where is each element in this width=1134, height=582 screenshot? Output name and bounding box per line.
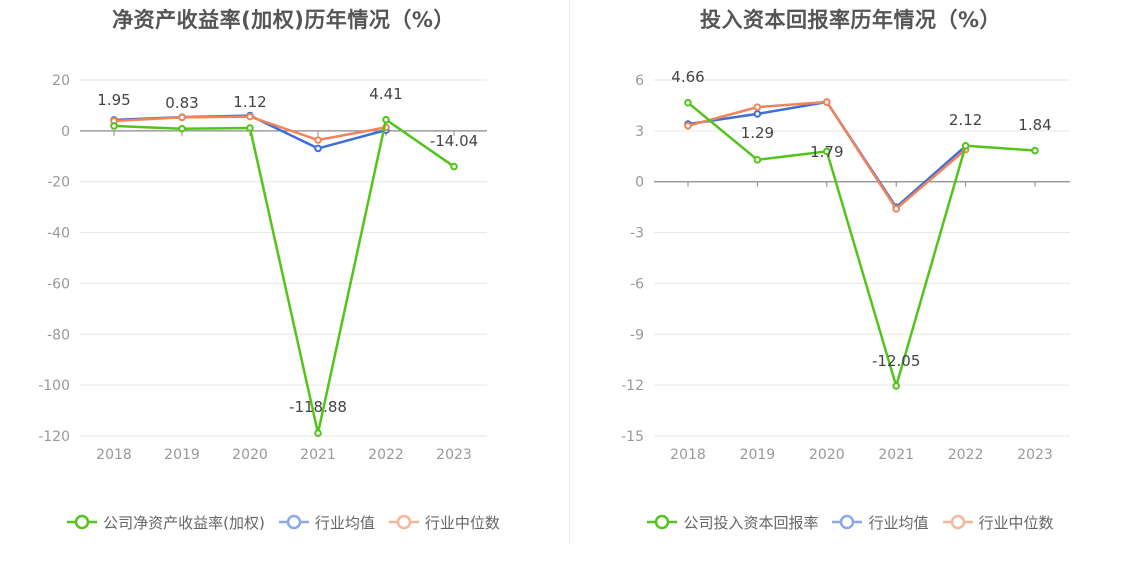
x-tick-label: 2019 (740, 447, 776, 463)
data-point[interactable] (110, 122, 118, 130)
y-tick-label: -15 (621, 429, 644, 445)
x-tick-label: 2023 (1017, 447, 1053, 463)
data-point[interactable] (450, 162, 458, 171)
y-tick-label: -6 (630, 276, 644, 292)
x-tick-label: 2018 (670, 447, 706, 463)
data-point[interactable] (1031, 146, 1039, 155)
data-label: 1.84 (1018, 116, 1051, 134)
data-label: -14.04 (430, 132, 478, 150)
data-point[interactable] (314, 429, 322, 437)
legend-item-industry-median[interactable]: 行业中位数 (942, 512, 1054, 533)
legend-item-industry-avg[interactable]: 行业均值 (278, 512, 375, 533)
y-tick-label: 6 (635, 73, 644, 89)
data-point[interactable] (382, 115, 390, 124)
x-tick-label: 2021 (300, 447, 336, 463)
data-label: 1.12 (233, 93, 266, 111)
series-line (687, 101, 1036, 388)
y-tick-label: 0 (61, 124, 70, 140)
x-tick-label: 2022 (368, 447, 404, 463)
data-point[interactable] (314, 144, 322, 153)
y-tick-label: 20 (52, 73, 70, 89)
data-point[interactable] (246, 124, 254, 132)
y-tick-label: -20 (47, 175, 70, 191)
roic-chart-panel: 投入资本回报率历年情况（%） 6 3 0 -3 -6 -9 -12 -15 2018 2019 20… (567, 0, 1134, 582)
legend-line-marker-icon (942, 514, 973, 530)
chart-title: 投入资本回报率历年情况（%） (699, 8, 1002, 32)
y-tick-label: -60 (47, 276, 70, 292)
y-tick-label: -12 (621, 378, 644, 394)
data-point[interactable] (753, 103, 762, 111)
legend-line-marker-icon (67, 514, 98, 530)
legend-line-marker-icon (832, 514, 863, 530)
y-tick-label: 3 (635, 124, 644, 140)
chart-legend: 公司净资产收益率(加权) 行业均值 行业中位数 (0, 510, 567, 534)
data-label: -12.05 (872, 352, 920, 370)
data-point[interactable] (823, 147, 831, 156)
data-label: 1.79 (810, 143, 843, 161)
roe-chart-plot: 20 0 -20 -40 -60 -80 -100 -120 2018 2019 2020 2021 2… (38, 73, 487, 463)
data-point[interactable] (314, 136, 322, 144)
y-tick-label: -9 (630, 327, 644, 343)
data-point[interactable] (178, 124, 186, 133)
y-tick-label: -80 (47, 327, 70, 343)
data-point[interactable] (753, 110, 762, 118)
x-tick-label: 2022 (948, 447, 984, 463)
data-label: 0.83 (165, 94, 198, 112)
x-tick-label: 2020 (809, 447, 845, 463)
data-label: 4.66 (671, 68, 704, 86)
data-point[interactable] (684, 98, 692, 107)
data-point[interactable] (892, 382, 901, 390)
x-tick-label: 2018 (96, 447, 132, 463)
y-tick-label: -100 (38, 378, 70, 394)
legend-line-marker-icon (278, 514, 309, 530)
y-tick-label: -40 (47, 226, 70, 242)
legend-item-company-roic[interactable]: 公司投入资本回报率 (647, 512, 818, 533)
data-point[interactable] (246, 112, 254, 121)
data-point[interactable] (178, 113, 186, 122)
roe-chart-panel: 净资产收益率(加权)历年情况（%） 20 0 -20 -40 -60 -80 -100 -12… (0, 8, 567, 534)
x-tick-label: 2020 (232, 447, 268, 463)
data-label: 1.29 (741, 124, 774, 142)
legend-label: 行业均值 (868, 513, 929, 532)
chart-title: 净资产收益率(加权)历年情况（%） (112, 8, 455, 32)
panel-divider (569, 0, 570, 545)
data-point[interactable] (823, 98, 831, 106)
y-tick-label: 0 (635, 175, 644, 191)
legend-line-marker-icon (388, 514, 419, 530)
data-point[interactable] (684, 121, 692, 130)
legend-label: 公司净资产收益率(加权) (103, 513, 265, 532)
y-tick-label: -120 (38, 429, 70, 445)
legend-label: 行业中位数 (978, 513, 1054, 532)
data-label: 1.95 (97, 91, 130, 109)
data-point[interactable] (961, 141, 970, 150)
roic-chart-plot: 6 3 0 -3 -6 -9 -12 -15 2018 2019 2020 2021 2022 2023 4… (621, 68, 1070, 463)
legend-line-marker-icon (647, 514, 678, 530)
legend-item-industry-avg[interactable]: 行业均值 (832, 512, 929, 533)
data-label: 4.41 (369, 85, 402, 103)
series-line (113, 118, 455, 435)
x-tick-label: 2019 (164, 447, 200, 463)
legend-label: 公司投入资本回报率 (683, 513, 819, 532)
data-point[interactable] (753, 156, 762, 164)
legend-item-industry-median[interactable]: 行业中位数 (388, 512, 500, 533)
legend-item-company-roe[interactable]: 公司净资产收益率(加权) (67, 512, 265, 533)
data-label: 2.12 (949, 111, 982, 129)
data-point[interactable] (892, 205, 901, 213)
legend-label: 行业均值 (314, 513, 375, 532)
x-tick-label: 2023 (436, 447, 472, 463)
x-tick-label: 2021 (878, 447, 914, 463)
legend-label: 行业中位数 (424, 513, 500, 532)
data-label: -118.88 (289, 398, 347, 416)
chart-legend: 公司投入资本回报率 行业均值 行业中位数 (567, 510, 1134, 534)
y-tick-label: -3 (630, 226, 644, 242)
